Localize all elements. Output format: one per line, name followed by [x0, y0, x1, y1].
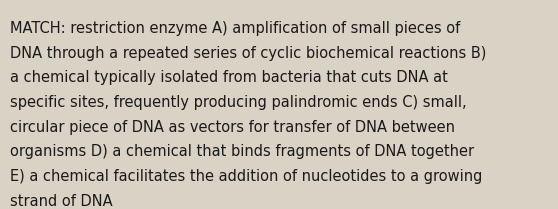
Text: organisms D) a chemical that binds fragments of DNA together: organisms D) a chemical that binds fragm… — [10, 144, 474, 159]
Text: DNA through a repeated series of cyclic biochemical reactions B): DNA through a repeated series of cyclic … — [10, 46, 487, 61]
Text: circular piece of DNA as vectors for transfer of DNA between: circular piece of DNA as vectors for tra… — [10, 120, 455, 135]
Text: specific sites, frequently producing palindromic ends C) small,: specific sites, frequently producing pal… — [10, 95, 466, 110]
Text: strand of DNA: strand of DNA — [10, 194, 113, 209]
Text: a chemical typically isolated from bacteria that cuts DNA at: a chemical typically isolated from bacte… — [10, 70, 448, 85]
Text: E) a chemical facilitates the addition of nucleotides to a growing: E) a chemical facilitates the addition o… — [10, 169, 483, 184]
Text: MATCH: restriction enzyme A) amplification of small pieces of: MATCH: restriction enzyme A) amplificati… — [10, 21, 460, 36]
